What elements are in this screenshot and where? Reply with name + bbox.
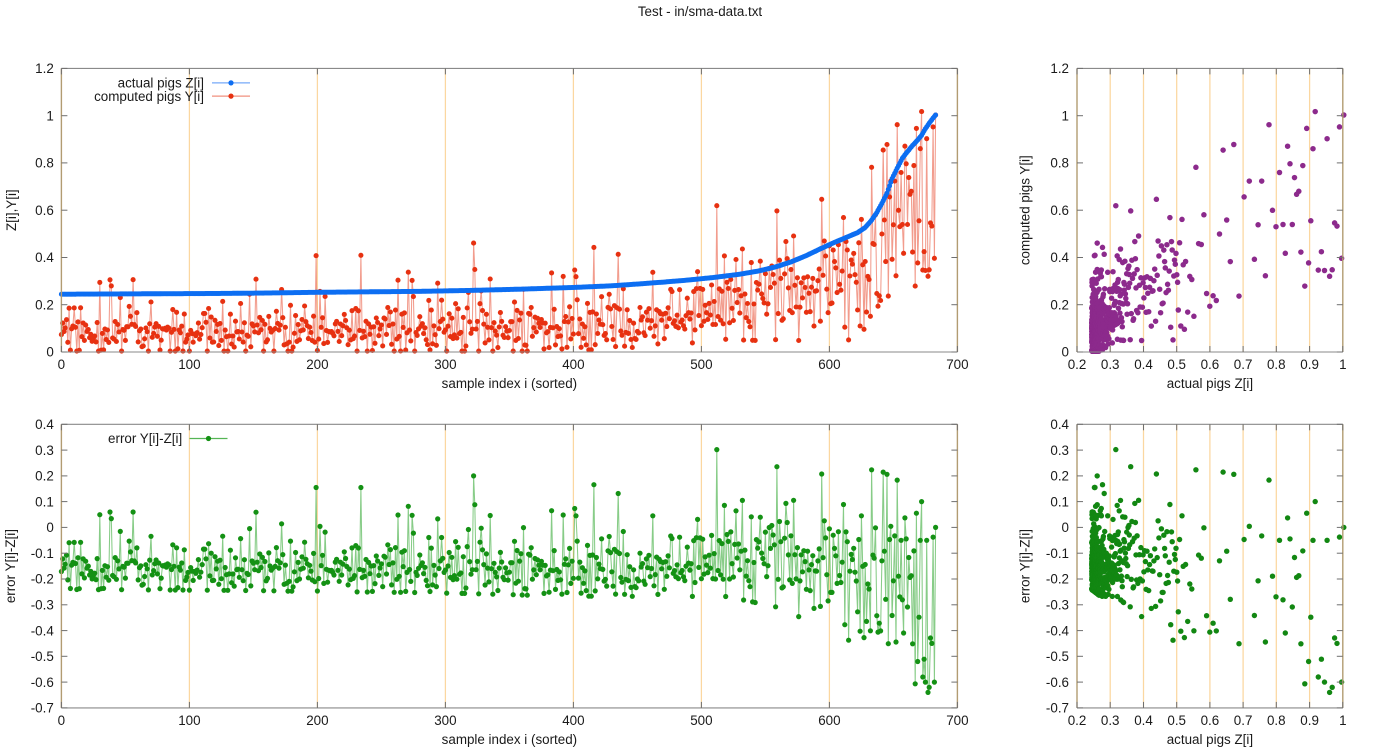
svg-text:600: 600 (818, 713, 840, 728)
svg-text:0: 0 (46, 520, 53, 535)
svg-text:0.3: 0.3 (1050, 443, 1069, 458)
svg-text:error Y[i]-Z[i]: error Y[i]-Z[i] (3, 529, 18, 603)
svg-text:0.4: 0.4 (1050, 417, 1069, 432)
svg-text:-0.5: -0.5 (31, 649, 54, 664)
svg-text:-0.3: -0.3 (31, 598, 54, 613)
svg-text:0.2: 0.2 (35, 297, 54, 312)
svg-text:700: 700 (946, 357, 968, 372)
svg-text:300: 300 (434, 357, 456, 372)
svg-text:0.7: 0.7 (1234, 713, 1253, 728)
svg-text:0.2: 0.2 (1050, 469, 1069, 484)
svg-text:0.2: 0.2 (1050, 297, 1069, 312)
svg-text:500: 500 (690, 357, 712, 372)
svg-text:0: 0 (1062, 345, 1069, 360)
svg-text:0.4: 0.4 (1050, 250, 1069, 265)
svg-text:actual pigs Z[i]: actual pigs Z[i] (1167, 376, 1253, 391)
svg-text:-0.7: -0.7 (1046, 701, 1069, 716)
svg-text:sample index i (sorted): sample index i (sorted) (442, 376, 577, 391)
svg-text:0.6: 0.6 (1201, 357, 1220, 372)
svg-text:0.8: 0.8 (35, 156, 54, 171)
svg-text:0.1: 0.1 (1050, 494, 1069, 509)
svg-text:0: 0 (58, 713, 65, 728)
svg-text:0.4: 0.4 (35, 250, 54, 265)
svg-text:0.2: 0.2 (35, 469, 54, 484)
svg-text:0.9: 0.9 (1300, 357, 1319, 372)
svg-text:200: 200 (306, 357, 328, 372)
svg-text:0.5: 0.5 (1167, 357, 1186, 372)
svg-text:0.9: 0.9 (1300, 713, 1319, 728)
svg-text:1.2: 1.2 (1050, 61, 1069, 76)
svg-text:0.2: 0.2 (1068, 713, 1087, 728)
svg-text:Z[i],Y[i]: Z[i],Y[i] (4, 189, 19, 231)
svg-text:0: 0 (46, 345, 53, 360)
svg-text:error Y[i]-Z[i]: error Y[i]-Z[i] (108, 431, 182, 446)
svg-text:1: 1 (1062, 108, 1069, 123)
svg-text:0.3: 0.3 (35, 443, 54, 458)
svg-text:0.8: 0.8 (1267, 713, 1286, 728)
svg-text:-0.4: -0.4 (31, 623, 55, 638)
svg-text:-0.6: -0.6 (1046, 675, 1069, 690)
svg-text:0: 0 (1062, 520, 1069, 535)
svg-text:600: 600 (818, 357, 840, 372)
svg-text:-0.6: -0.6 (31, 675, 54, 690)
svg-text:0.8: 0.8 (1050, 156, 1069, 171)
svg-text:1: 1 (1339, 713, 1346, 728)
svg-text:300: 300 (434, 713, 456, 728)
svg-text:0.3: 0.3 (1101, 357, 1120, 372)
svg-text:-0.5: -0.5 (1046, 649, 1069, 664)
svg-text:actual pigs Z[i]: actual pigs Z[i] (118, 76, 204, 91)
svg-text:0.8: 0.8 (1267, 357, 1286, 372)
svg-text:700: 700 (946, 713, 968, 728)
svg-text:0.4: 0.4 (35, 417, 54, 432)
svg-text:computed pigs Y[i]: computed pigs Y[i] (1018, 155, 1033, 265)
svg-text:0.6: 0.6 (1201, 713, 1220, 728)
svg-text:1: 1 (1339, 357, 1346, 372)
svg-text:-0.1: -0.1 (1046, 546, 1069, 561)
svg-text:-0.1: -0.1 (31, 546, 54, 561)
svg-text:0.1: 0.1 (35, 494, 54, 509)
svg-text:1: 1 (46, 108, 53, 123)
svg-text:0.6: 0.6 (1050, 203, 1069, 218)
svg-text:0.2: 0.2 (1068, 357, 1087, 372)
svg-text:0.5: 0.5 (1167, 713, 1186, 728)
svg-text:-0.7: -0.7 (31, 701, 54, 716)
svg-text:0.3: 0.3 (1101, 713, 1120, 728)
svg-text:0.4: 0.4 (1134, 713, 1153, 728)
svg-text:500: 500 (690, 713, 712, 728)
svg-text:0.7: 0.7 (1234, 357, 1253, 372)
svg-text:Test - in/sma-data.txt: Test - in/sma-data.txt (638, 4, 763, 19)
svg-text:100: 100 (178, 713, 200, 728)
svg-text:actual pigs Z[i]: actual pigs Z[i] (1167, 732, 1253, 747)
svg-text:-0.3: -0.3 (1046, 598, 1069, 613)
svg-text:400: 400 (562, 713, 584, 728)
svg-text:1.2: 1.2 (35, 61, 54, 76)
svg-text:error Y[i]-Z[i]: error Y[i]-Z[i] (1018, 529, 1033, 603)
svg-text:400: 400 (562, 357, 584, 372)
svg-text:-0.4: -0.4 (1046, 623, 1070, 638)
svg-text:0.6: 0.6 (35, 203, 54, 218)
svg-text:sample index i (sorted): sample index i (sorted) (442, 732, 577, 747)
svg-text:0.4: 0.4 (1134, 357, 1153, 372)
svg-text:-0.2: -0.2 (31, 572, 54, 587)
svg-text:computed pigs Y[i]: computed pigs Y[i] (94, 89, 204, 104)
svg-text:100: 100 (178, 357, 200, 372)
svg-text:-0.2: -0.2 (1046, 572, 1069, 587)
svg-text:0: 0 (58, 357, 65, 372)
svg-text:200: 200 (306, 713, 328, 728)
